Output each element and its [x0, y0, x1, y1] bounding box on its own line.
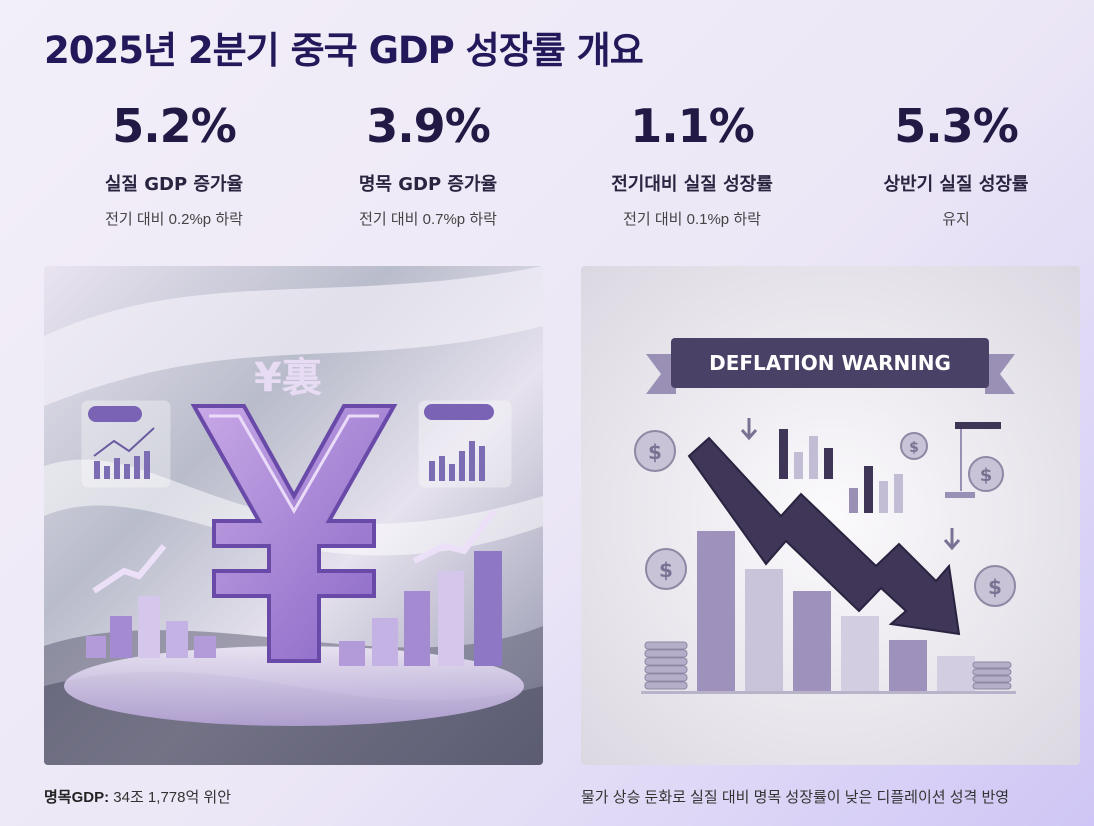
deflation-banner: DEFLATION WARNING	[709, 351, 951, 375]
stat-value: 3.9%	[366, 99, 491, 153]
stat-half-year-growth: 5.3% 상반기 실질 성장률 유지	[826, 98, 1086, 229]
stat-desc: 전기 대비 0.2%p 하락	[105, 211, 243, 228]
stat-label: 실질 GDP 증가율	[104, 174, 244, 195]
stat-label: 상반기 실질 성장률	[883, 174, 1029, 195]
stat-desc: 유지	[942, 211, 970, 228]
stat-qoq-growth: 1.1% 전기대비 실질 성장률 전기 대비 0.1%p 하락	[562, 98, 822, 229]
svg-text:$: $	[648, 440, 662, 464]
stat-nominal-gdp: 3.9% 명목 GDP 증가율 전기 대비 0.7%p 하락	[298, 98, 558, 229]
stat-value: 1.1%	[630, 99, 755, 153]
yuan-caption-text: ¥裏	[254, 355, 322, 401]
yuan-illustration: ¥裏	[44, 266, 543, 765]
stat-desc: 전기 대비 0.1%p 하락	[623, 211, 761, 228]
caption-value: 34조 1,778억 위안	[109, 789, 232, 806]
deflation-caption: 물가 상승 둔화로 실질 대비 명목 성장률이 낮은 디플레이션 성격 반영	[581, 789, 1010, 806]
stat-real-gdp: 5.2% 실질 GDP 증가율 전기 대비 0.2%p 하락	[44, 98, 304, 229]
svg-text:$: $	[909, 440, 919, 456]
deflation-illustration: DEFLATION WARNING $ $ $ $ $	[581, 266, 1080, 765]
down-arrow-icon	[687, 436, 961, 636]
page-title: 2025년 2분기 중국 GDP 성장률 개요	[44, 29, 644, 72]
nominal-gdp-caption: 명목GDP: 34조 1,778억 위안	[44, 786, 231, 807]
stats-row: 5.2% 실질 GDP 증가율 전기 대비 0.2%p 하락 3.9% 명목 G…	[44, 98, 1064, 238]
stat-label: 명목 GDP 증가율	[358, 174, 498, 195]
stat-value: 5.2%	[112, 99, 237, 153]
yuan-icon	[190, 404, 398, 663]
stat-value: 5.3%	[894, 99, 1019, 153]
svg-text:$: $	[988, 575, 1002, 599]
svg-text:$: $	[980, 465, 993, 486]
stat-label: 전기대비 실질 성장률	[611, 174, 773, 195]
svg-text:$: $	[659, 558, 673, 582]
stat-desc: 전기 대비 0.7%p 하락	[359, 211, 497, 228]
caption-label: 명목GDP:	[44, 789, 110, 806]
